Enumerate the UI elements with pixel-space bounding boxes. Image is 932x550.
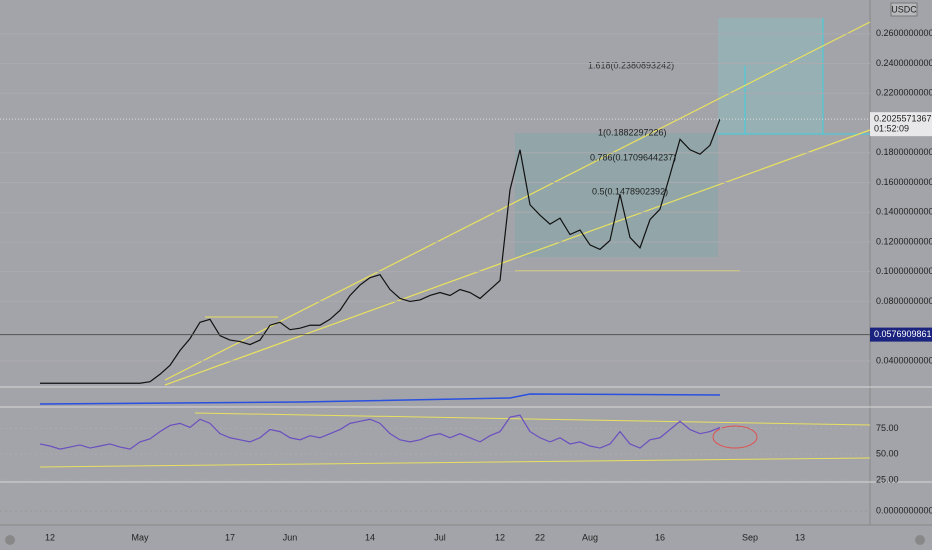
symbol-badge [890,2,918,17]
level-label: 0.0576909861 [874,329,932,339]
x-tick-label: Aug [582,532,598,542]
x-tick-label: 22 [535,532,545,542]
y-tick-label: 75.00 [876,423,899,433]
x-tick-label: 17 [225,532,235,542]
projection-box [718,18,823,134]
trend-line [164,129,871,386]
rsi-trend [194,412,871,426]
button[interactable] [5,535,15,545]
y-tick-label: 0.2200000000 [876,88,932,98]
y-tick-label: 0.1000000000 [876,266,932,276]
x-tick-label: Jul [434,532,446,542]
y-tick-label: 0.0400000000 [876,355,932,365]
fib-label: 1(0.1882297226) [598,127,667,137]
x-tick-label: Jun [283,532,298,542]
fib-zone [515,133,718,257]
y-tick-label: 0.0800000000 [876,296,932,306]
level-badge [870,327,932,342]
x-tick-label: 14 [365,532,375,542]
y-tick-label: 0.1800000000 [876,147,932,157]
x-tick-label: 13 [795,532,805,542]
rsi-trend [39,457,871,468]
y-tick-label: 25.00 [876,474,899,484]
y-tick-label: 0.1400000000 [876,207,932,217]
x-tick-label: May [131,532,149,542]
y-tick-label: 0.1600000000 [876,177,932,187]
countdown: 01:52:09 [874,124,909,134]
volume-line [39,393,721,405]
y-tick-label: 50.00 [876,449,899,459]
last-price-badge [870,112,932,137]
y-tick-label: 0.1200000000 [876,236,932,246]
x-tick-label: 16 [655,532,665,542]
x-tick-label: 12 [45,532,55,542]
series-line [39,414,721,450]
trend-line [164,21,871,381]
button[interactable] [915,535,925,545]
fib-label: 0.5(0.1478902392) [592,186,668,196]
last-price-label: 0.2025571367 [874,114,932,124]
fib-label: 0.786(0.1709644237) [590,152,676,162]
x-tick-label: Sep [742,532,758,542]
y-tick-label: 0.0000000000 [876,505,932,515]
x-tick-label: 12 [495,532,505,542]
fib-label: 1.618(0.2380893242) [588,60,674,70]
highlight-ellipse [712,425,758,449]
symbol: USDC [891,4,917,14]
y-tick-label: 0.2600000000 [876,28,932,38]
y-tick-label: 0.2400000000 [876,58,932,68]
series-line [40,118,721,384]
